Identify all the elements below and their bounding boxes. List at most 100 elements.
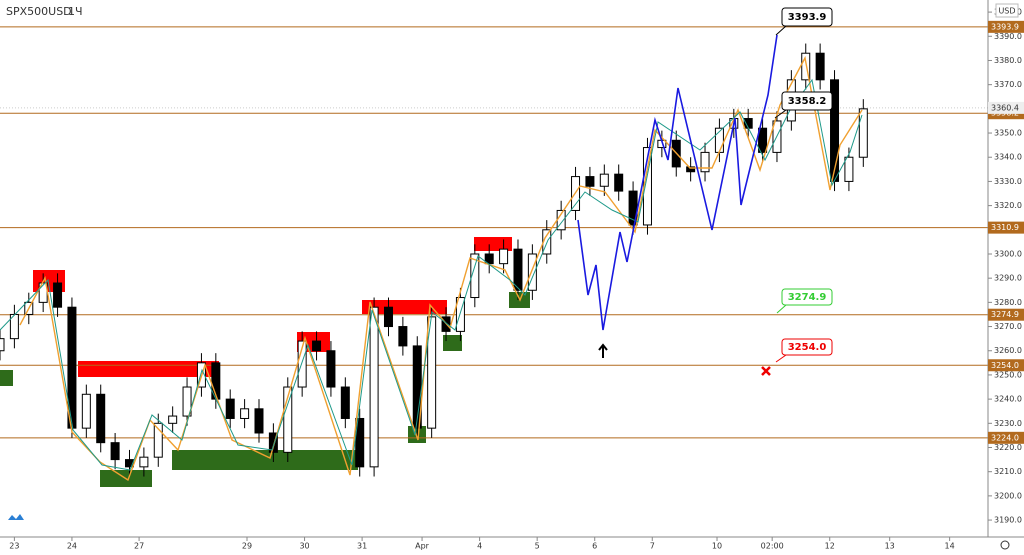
y-tick-label: 3260.0 bbox=[994, 346, 1022, 355]
x-tick-label: 10 bbox=[712, 542, 722, 551]
candle-body bbox=[355, 417, 365, 468]
x-tick-label: 5 bbox=[535, 542, 540, 551]
levels bbox=[0, 26, 988, 439]
candle-body bbox=[470, 253, 480, 299]
candle-body bbox=[283, 386, 293, 453]
candle-body bbox=[81, 393, 91, 429]
zigzag-orange bbox=[19, 55, 863, 482]
y-tick-label: 3230.0 bbox=[994, 419, 1022, 428]
candle-body bbox=[96, 393, 106, 444]
level-label: 3254.0 bbox=[991, 361, 1019, 370]
symbol: SPX500USD bbox=[6, 5, 72, 18]
currency: USD bbox=[998, 7, 1015, 16]
callout-box bbox=[781, 7, 833, 27]
y-tick-label: 3210.0 bbox=[994, 467, 1022, 476]
y-tick-label: 3200.0 bbox=[994, 491, 1022, 500]
candle-body bbox=[153, 422, 163, 458]
candle-body bbox=[369, 306, 379, 468]
level-tag bbox=[988, 431, 1024, 444]
x-tick-label: 24 bbox=[67, 542, 77, 551]
demand-zone bbox=[0, 370, 13, 386]
candle-body bbox=[268, 432, 278, 453]
candle-body bbox=[383, 306, 393, 328]
y-tick-label: 3320.0 bbox=[994, 201, 1022, 210]
candle-body bbox=[455, 297, 465, 332]
candle-body bbox=[815, 52, 825, 81]
callout-box bbox=[781, 91, 833, 111]
y-tick-label: 3340.0 bbox=[994, 153, 1022, 162]
x-tick-label: 30 bbox=[299, 542, 309, 551]
interval: 1Ч bbox=[68, 5, 83, 18]
level-tag bbox=[988, 359, 1024, 372]
price-axis-bg bbox=[988, 0, 1024, 555]
y-tick-label: 3380.0 bbox=[994, 56, 1022, 65]
callout-text: 3254.0 bbox=[788, 342, 827, 353]
x-tick-label: 13 bbox=[885, 542, 895, 551]
candle-body bbox=[326, 350, 336, 388]
y-tick-label: 3300.0 bbox=[994, 249, 1022, 258]
level-tag bbox=[988, 221, 1024, 234]
callout-pointer bbox=[774, 109, 787, 119]
x-tick-label: 31 bbox=[357, 542, 367, 551]
demand-zone bbox=[443, 335, 462, 351]
currency-box bbox=[995, 3, 1019, 18]
level-label: 3393.9 bbox=[991, 22, 1019, 31]
logo bbox=[8, 514, 24, 520]
last-price-label: 3360.4 bbox=[991, 103, 1019, 112]
x-tick-label: 02:00 bbox=[761, 542, 784, 551]
arrow-up bbox=[598, 343, 608, 358]
candle-body bbox=[254, 408, 264, 434]
cross-mark bbox=[761, 366, 771, 376]
candle-body bbox=[225, 398, 235, 419]
callout-text: 3393.9 bbox=[788, 12, 827, 23]
supply-zone bbox=[362, 300, 447, 314]
x-tick-label: 12 bbox=[825, 542, 835, 551]
candle-body bbox=[240, 408, 250, 419]
y-tick-label: 3220.0 bbox=[994, 443, 1022, 452]
candle-body bbox=[599, 173, 609, 187]
level-label: 3224.0 bbox=[991, 433, 1019, 442]
y-tick-label: 3370.0 bbox=[994, 80, 1022, 89]
candle-body bbox=[53, 282, 63, 308]
callout-text: 3274.9 bbox=[788, 292, 827, 303]
candle-body bbox=[700, 151, 710, 173]
y-tick-label: 3250.0 bbox=[994, 370, 1022, 379]
zigzag-teal bbox=[0, 78, 863, 471]
supply-zone bbox=[474, 237, 512, 251]
y-tick-label: 3290.0 bbox=[994, 274, 1022, 283]
x-tick-label: Apr bbox=[415, 542, 430, 551]
time-axis-bg bbox=[0, 537, 1024, 555]
level-label: 3274.9 bbox=[991, 310, 1019, 319]
candle-body bbox=[801, 52, 811, 81]
candle-body bbox=[585, 176, 595, 187]
x-tick-label: 4 bbox=[477, 542, 482, 551]
candle-body bbox=[844, 156, 854, 182]
x-tick-label: 7 bbox=[650, 542, 655, 551]
level-tag bbox=[988, 20, 1024, 33]
candle-body bbox=[484, 253, 494, 265]
candle-body bbox=[758, 127, 768, 153]
candle-body bbox=[168, 415, 178, 424]
candle-body bbox=[67, 306, 77, 429]
callout-box bbox=[781, 288, 833, 306]
x-tick-label: 27 bbox=[134, 542, 144, 551]
last-price-tag bbox=[988, 101, 1024, 114]
y-tick-label: 3190.0 bbox=[994, 516, 1022, 525]
candle-body bbox=[527, 253, 537, 291]
candle-body bbox=[139, 456, 149, 468]
projection-line bbox=[577, 34, 778, 331]
x-tick-label: 23 bbox=[9, 542, 19, 551]
callout-pointer bbox=[775, 25, 787, 36]
candle-body bbox=[312, 340, 322, 352]
candle-body bbox=[858, 108, 868, 158]
candle-body bbox=[110, 442, 120, 461]
y-tick-label: 3330.0 bbox=[994, 177, 1022, 186]
candle-body bbox=[686, 166, 696, 173]
candle-body bbox=[830, 79, 840, 182]
candle-body bbox=[513, 248, 523, 291]
y-tick-label: 3280.0 bbox=[994, 298, 1022, 307]
y-tick-label: 3240.0 bbox=[994, 395, 1022, 404]
level-tag bbox=[988, 308, 1024, 321]
settings-icon[interactable] bbox=[1000, 540, 1010, 550]
